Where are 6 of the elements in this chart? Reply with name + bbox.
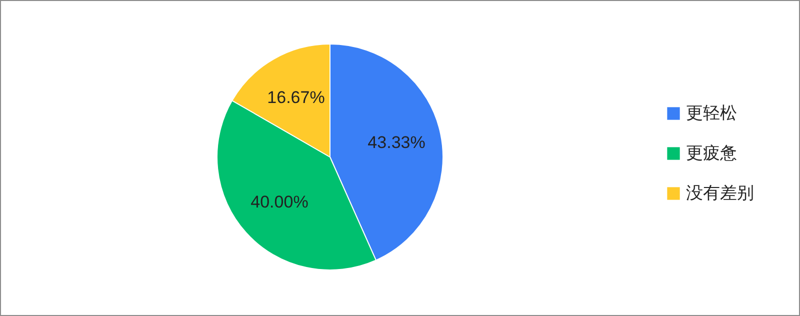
- data-label: 40.00%: [250, 192, 308, 212]
- data-label: 16.67%: [267, 88, 325, 108]
- legend-label: 更疲惫: [686, 144, 737, 162]
- data-label: 43.33%: [368, 132, 426, 152]
- legend-label: 更轻松: [686, 104, 737, 122]
- legend-label: 没有差别: [686, 184, 754, 202]
